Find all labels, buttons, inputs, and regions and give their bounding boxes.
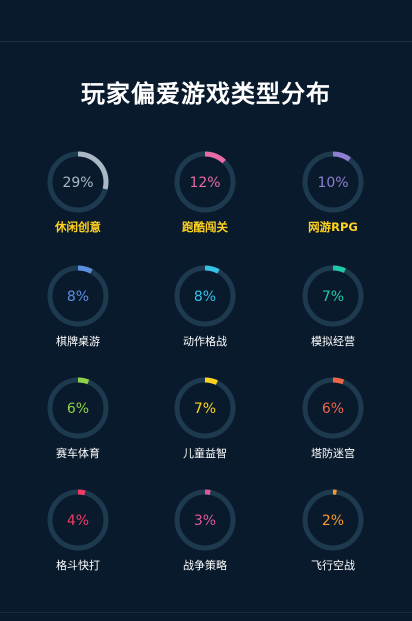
data-label-item-3: 8% <box>67 289 89 305</box>
category-label-item-0: 休闲创意 <box>54 220 101 234</box>
category-label-item-5: 模拟经营 <box>311 334 355 348</box>
data-label-item-7: 7% <box>194 401 216 417</box>
category-label-item-11: 飞行空战 <box>311 558 355 572</box>
category-label-item-4: 动作格战 <box>183 334 227 348</box>
data-label-item-11: 2% <box>322 513 344 529</box>
donut-item-9: 4% 格斗快打 <box>47 489 109 572</box>
data-label-item-5: 7% <box>322 289 344 305</box>
donut-item-0: 29% 休闲创意 <box>47 151 109 234</box>
donut-slice-item-2 <box>302 151 364 213</box>
category-label-item-6: 赛车体育 <box>56 446 100 460</box>
data-label-item-10: 3% <box>194 513 216 529</box>
category-label-item-8: 塔防迷宫 <box>311 446 355 460</box>
category-label-item-9: 格斗快打 <box>56 558 100 572</box>
donut-slice-item-7 <box>174 377 236 439</box>
donut-slice-item-4 <box>174 265 236 327</box>
category-label-item-2: 网游RPG <box>308 220 358 234</box>
donut-item-3: 8% 棋牌桌游 <box>47 265 109 348</box>
donut-item-11: 2% 飞行空战 <box>302 489 364 572</box>
donut-item-2: 10% 网游RPG <box>302 151 364 234</box>
top-divider <box>0 41 412 42</box>
donut-slice-item-9 <box>47 489 109 551</box>
donut-item-10: 3% 战争策略 <box>174 489 236 572</box>
donut-item-7: 7% 儿童益智 <box>174 377 236 460</box>
data-label-item-6: 6% <box>67 401 89 417</box>
donut-item-8: 6% 塔防迷宫 <box>302 377 364 460</box>
category-label-item-7: 儿童益智 <box>183 446 227 460</box>
category-label-item-3: 棋牌桌游 <box>56 334 100 348</box>
donut-item-5: 7% 模拟经营 <box>302 265 364 348</box>
donut-slice-item-5 <box>302 265 364 327</box>
data-label-item-4: 8% <box>194 289 216 305</box>
category-label-item-10: 战争策略 <box>183 558 227 572</box>
donut-slice-item-1 <box>174 151 236 213</box>
donut-slice-item-11 <box>302 489 364 551</box>
donut-slice-item-10 <box>174 489 236 551</box>
category-label-item-1: 跑酷闯关 <box>182 220 228 234</box>
donut-slice-item-8 <box>302 377 364 439</box>
donut-item-6: 6% 赛车体育 <box>47 377 109 460</box>
data-label-item-9: 4% <box>67 513 89 529</box>
data-label-item-2: 10% <box>317 175 348 191</box>
donut-slice-item-3 <box>47 265 109 327</box>
data-label-item-8: 6% <box>322 401 344 417</box>
data-label-item-0: 29% <box>62 175 93 191</box>
donut-item-4: 8% 动作格战 <box>174 265 236 348</box>
data-label-item-1: 12% <box>189 175 220 191</box>
bottom-divider <box>0 612 412 613</box>
donut-slice-item-6 <box>47 377 109 439</box>
donut-slice-item-0 <box>47 151 109 213</box>
page-title: 玩家偏爱游戏类型分布 <box>81 80 331 108</box>
donut-item-1: 12% 跑酷闯关 <box>174 151 236 234</box>
